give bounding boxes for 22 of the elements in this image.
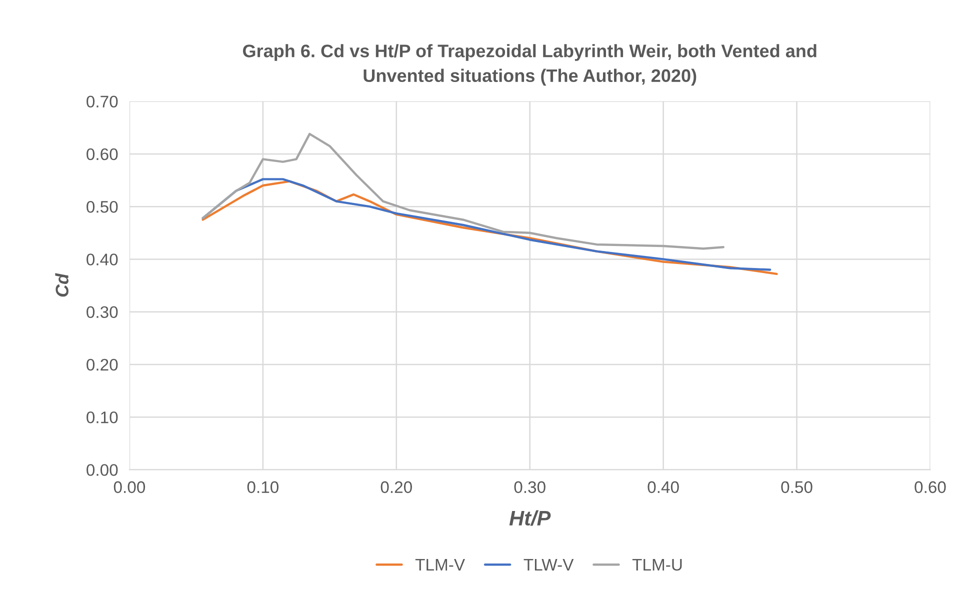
x-tick-label: 0.20 bbox=[380, 481, 412, 494]
y-tick-label: 0.20 bbox=[86, 358, 118, 371]
y-tick-label: 0.60 bbox=[86, 148, 118, 160]
x-tick-label: 0.10 bbox=[247, 481, 278, 494]
legend-label: TLM-U bbox=[632, 559, 682, 571]
x-tick-label: 0.30 bbox=[514, 481, 546, 494]
y-tick-label: 0.10 bbox=[86, 411, 118, 424]
y-axis-title: Cd bbox=[55, 273, 68, 297]
x-tick-label: 0.40 bbox=[648, 481, 679, 494]
chart-title: Graph 6. Cd vs Ht/P of Trapezoidal Labyrinth Weir, both Vented and Unvented situations (The Author, 2020) bbox=[242, 44, 816, 86]
legend-label: TLW-V bbox=[524, 559, 574, 570]
y-tick-label: 0.00 bbox=[86, 464, 118, 476]
y-tick-label: 0.70 bbox=[86, 96, 118, 108]
x-tick-label: 0.00 bbox=[114, 481, 146, 494]
y-tick-label: 0.40 bbox=[86, 254, 118, 266]
legend-label: TLM-V bbox=[415, 559, 465, 570]
y-tick-label: 0.50 bbox=[86, 200, 118, 213]
y-tick-label: 0.30 bbox=[86, 306, 118, 318]
x-axis-title: Ht/P bbox=[509, 510, 551, 526]
x-tick-label: 0.60 bbox=[914, 481, 946, 494]
line-series bbox=[202, 132, 724, 250]
x-tick-label: 0.50 bbox=[781, 481, 812, 494]
